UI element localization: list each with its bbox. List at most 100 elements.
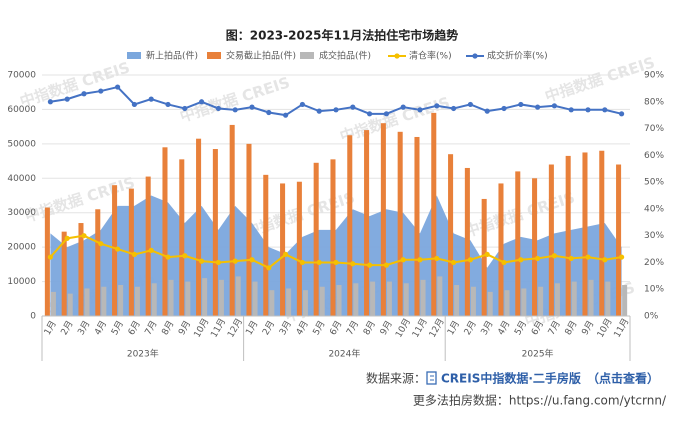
line-marker xyxy=(47,254,54,260)
watermark: 中指数据 CREIS xyxy=(178,73,292,125)
bar xyxy=(218,279,224,316)
line-marker xyxy=(148,247,154,253)
x-tick-label: 5月 xyxy=(311,319,328,337)
bar xyxy=(313,162,319,316)
x-tick-label: 2月 xyxy=(462,319,479,337)
x-tick-label: 8月 xyxy=(563,319,580,337)
x-tick-label: 9月 xyxy=(176,319,193,337)
x-tick-label: 1月 xyxy=(244,319,261,337)
bar xyxy=(269,290,275,316)
line-marker xyxy=(484,251,490,258)
bar xyxy=(622,285,628,316)
legend-label: 清仓率(%) xyxy=(409,50,452,62)
line-marker xyxy=(165,101,171,108)
source-link[interactable]: （点击查看） xyxy=(587,371,659,386)
more-data[interactable]: 更多法拍房数据：https://u.fang.com/ytcrnn/ xyxy=(413,393,667,408)
x-tick-label: 10月 xyxy=(393,316,413,339)
bar xyxy=(554,283,560,316)
x-tick-label: 7月 xyxy=(143,319,160,337)
line-marker xyxy=(400,104,406,110)
y-tick-label: 40000 xyxy=(7,174,36,184)
bar xyxy=(414,136,420,316)
bar xyxy=(168,279,174,316)
line-marker xyxy=(115,84,121,90)
bar xyxy=(336,285,342,316)
bar xyxy=(101,286,107,316)
x-tick-label: 1月 xyxy=(42,319,59,337)
line-marker xyxy=(299,259,305,266)
x-tick-label: 1月 xyxy=(445,319,462,337)
bar xyxy=(571,281,577,316)
bar xyxy=(95,209,101,316)
bar xyxy=(196,138,202,316)
legend-swatch xyxy=(472,53,478,59)
bar xyxy=(330,159,336,316)
year-label: 2024年 xyxy=(328,348,360,360)
bar xyxy=(431,112,437,316)
x-tick-label: 3月 xyxy=(76,319,93,337)
line-marker xyxy=(367,111,373,117)
bar xyxy=(179,159,185,316)
bar xyxy=(481,198,487,316)
line-marker xyxy=(400,257,406,263)
line-marker xyxy=(165,254,171,260)
line-marker xyxy=(417,257,423,263)
line-marker xyxy=(350,261,356,267)
bar xyxy=(588,279,594,316)
bar xyxy=(61,231,67,316)
bar xyxy=(252,281,258,316)
x-tick-label: 5月 xyxy=(109,319,126,337)
line-marker xyxy=(619,254,625,260)
watermark: 中指数据 CREIS xyxy=(18,58,132,110)
bar xyxy=(364,130,370,316)
bar xyxy=(347,135,353,316)
line-marker xyxy=(249,104,255,110)
x-tick-label: 11月 xyxy=(612,316,632,339)
bar xyxy=(134,286,140,316)
line-marker xyxy=(451,105,457,112)
y2-tick-label: 0% xyxy=(644,312,659,322)
legend-label: 成交拍品(件) xyxy=(319,50,371,62)
bar xyxy=(353,283,359,316)
x-tick-label: 7月 xyxy=(344,319,361,337)
line-marker xyxy=(367,262,373,268)
line-marker xyxy=(333,107,339,113)
source-brand[interactable]: CREIS中指数据·二手房版 xyxy=(441,371,581,386)
bar xyxy=(498,183,504,316)
bar xyxy=(50,291,56,316)
legend-swatch xyxy=(127,52,141,59)
bar xyxy=(454,285,460,316)
y2-tick-label: 90% xyxy=(644,71,664,81)
bar xyxy=(380,123,386,316)
line-marker xyxy=(434,255,440,262)
doc-icon xyxy=(426,371,437,385)
bar xyxy=(437,276,443,316)
x-tick-label: 8月 xyxy=(160,319,177,337)
y-tick-label: 50000 xyxy=(7,139,36,149)
line-marker xyxy=(383,262,389,268)
y-tick-label: 0 xyxy=(30,312,36,322)
legend-label: 成交折价率(%) xyxy=(487,50,548,62)
bar xyxy=(128,188,134,316)
y2-tick-label: 30% xyxy=(644,231,664,241)
y2-tick-label: 10% xyxy=(644,285,664,295)
bar xyxy=(263,174,269,316)
line-marker xyxy=(64,96,70,102)
bar xyxy=(162,147,168,316)
bar xyxy=(280,183,286,316)
x-tick-label: 11月 xyxy=(209,316,229,339)
y-tick-label: 70000 xyxy=(7,71,36,81)
y-tick-label: 60000 xyxy=(7,105,36,115)
x-tick-label: 4月 xyxy=(92,319,109,337)
y2-tick-label: 40% xyxy=(644,204,664,214)
bar xyxy=(185,281,191,316)
x-tick-label: 2月 xyxy=(260,319,277,337)
bar xyxy=(605,281,611,316)
line-marker xyxy=(417,107,423,113)
bar xyxy=(286,288,292,316)
bar xyxy=(118,285,124,316)
bar xyxy=(420,279,426,316)
bar xyxy=(370,281,376,316)
line-marker xyxy=(316,108,322,114)
